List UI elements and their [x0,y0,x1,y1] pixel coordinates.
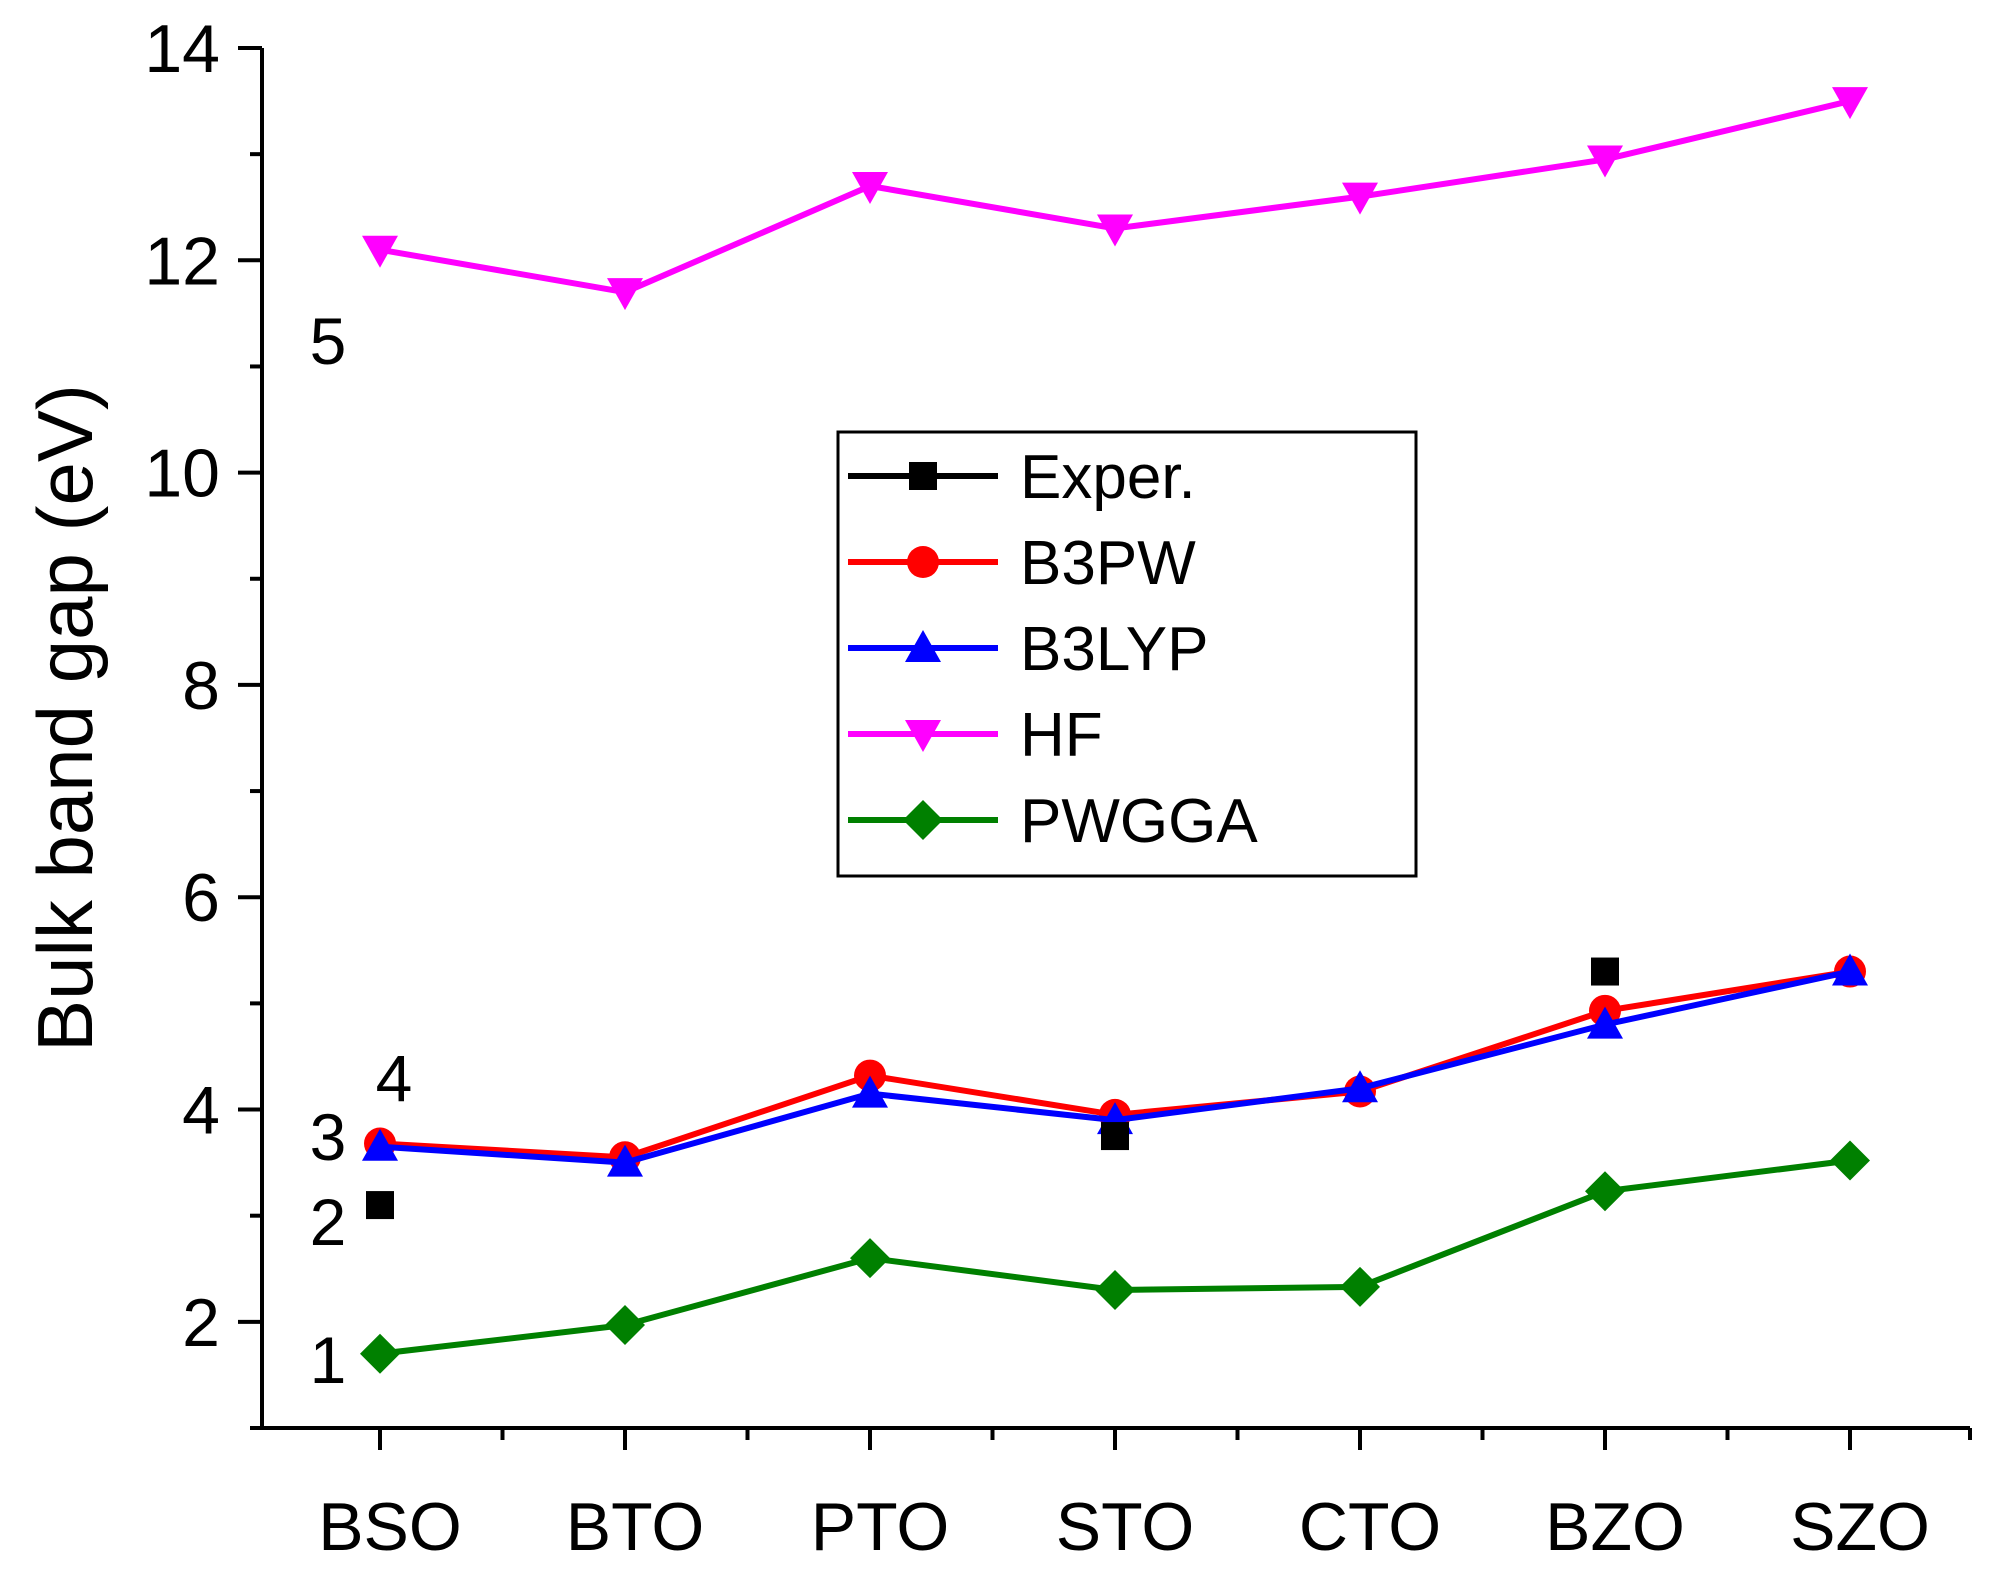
point-b3lyp-cto [1342,1070,1378,1103]
point-b3lyp-bso [362,1128,398,1161]
legend-marker-exper [909,462,937,490]
point-pwgga-sto [1095,1270,1135,1310]
point-exper-bzo [1591,957,1619,986]
legend-item-pwgga: PWGGA [848,787,1258,856]
point-hf-bso [362,235,398,268]
x-tick-label-pto: PTO [811,1489,950,1565]
point-pwgga-cto [1340,1266,1380,1307]
x-tick-label-cto: CTO [1299,1489,1441,1565]
annotation-4: 4 [376,1042,413,1116]
point-pwgga-pto [850,1238,890,1279]
legend-label-exper: Exper. [1020,443,1196,512]
y-tick-label: 8 [182,648,220,724]
y-tick-label: 14 [144,11,220,87]
legend-label-b3pw: B3PW [1020,529,1196,598]
legend-item-exper: Exper. [848,443,1196,512]
y-tick-label: 4 [182,1073,220,1149]
series-pwgga [360,1140,1870,1374]
point-b3pw-pto [854,1059,886,1092]
legend-item-b3lyp: B3LYP [848,615,1208,684]
point-hf-pto [852,172,888,204]
legend-marker-pwgga [903,800,943,840]
point-pwgga-bzo [1585,1171,1625,1212]
annotation-2: 2 [310,1185,347,1259]
point-hf-cto [1342,182,1378,215]
legend-item-hf: HF [848,701,1103,770]
point-hf-bzo [1587,145,1623,178]
legend-label-hf: HF [1020,701,1103,770]
series-layer [360,87,1870,1374]
annotation-1: 1 [310,1323,347,1397]
legend-item-b3pw: B3PW [848,529,1196,598]
x-tick-label-szo: SZO [1790,1489,1930,1565]
x-tick-label-bso: BSO [318,1489,462,1565]
legend-marker-b3lyp [905,630,941,662]
x-tick-label-bto: BTO [566,1489,705,1565]
x-tick-label-sto: STO [1056,1489,1195,1565]
legend-label-pwgga: PWGGA [1020,787,1258,856]
series-exper [366,957,1619,1220]
y-tick-label: 6 [182,860,220,936]
annotation-3: 3 [310,1100,347,1174]
point-b3lyp-pto [852,1075,888,1108]
x-tick-label-bzo: BZO [1545,1489,1685,1565]
series-line-pwgga [379,1157,1851,1357]
point-b3lyp-bzo [1587,1006,1623,1039]
point-hf-sto [1097,214,1133,247]
annotations: 1 2 34 5 [310,304,413,1397]
point-b3lyp-bto [607,1144,643,1177]
point-pwgga-bto [605,1305,645,1346]
legend-label-b3lyp: B3LYP [1020,615,1208,684]
series-line-hf [379,98,1851,296]
y-axis-title: Bulk band gap (eV) [21,384,109,1052]
legend: Exper. B3PW B3LYP HF PWGGA [836,430,1418,878]
annotation-5: 5 [310,304,347,378]
point-exper-sto [1101,1122,1129,1151]
series-hf [362,87,1868,311]
point-pwgga-szo [1830,1140,1870,1181]
point-b3lyp-szo [1832,953,1868,986]
point-exper-bso [366,1191,394,1220]
point-hf-bto [607,278,643,311]
y-tick-label: 10 [144,436,220,512]
point-hf-szo [1832,87,1868,120]
y-tick-label: 12 [144,223,220,299]
series-b3lyp [362,953,1868,1177]
legend-marker-hf [905,720,941,752]
point-pwgga-bso [360,1333,400,1374]
legend-marker-b3pw [907,546,939,578]
y-tick-label: 2 [182,1285,220,1361]
